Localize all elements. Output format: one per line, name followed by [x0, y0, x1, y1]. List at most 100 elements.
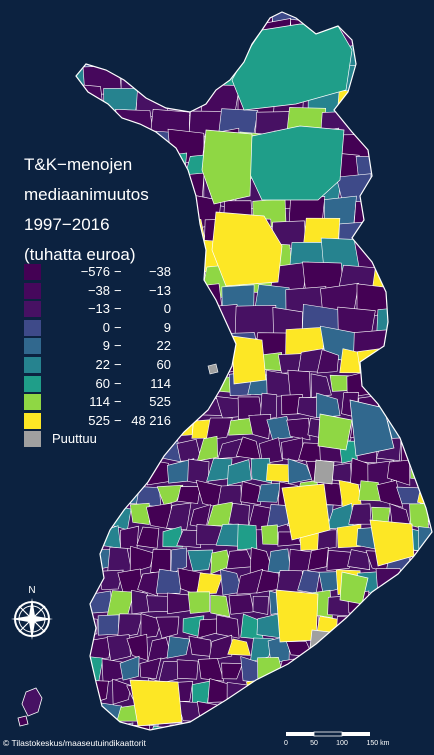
municipality-shape — [182, 283, 224, 317]
municipality-shape — [76, 524, 104, 552]
municipality-shape — [80, 572, 99, 592]
municipality-shape — [287, 369, 311, 398]
municipality-shape — [185, 21, 225, 54]
municipality-shape — [76, 526, 85, 552]
municipality-shape — [221, 662, 244, 680]
municipality-shape — [326, 549, 352, 571]
legend-high-value: −13 — [148, 282, 171, 298]
municipality-shape — [203, 12, 240, 32]
municipality-shape — [99, 438, 120, 457]
municipality-shape — [76, 484, 84, 508]
municipality-shape — [357, 704, 383, 727]
legend-swatch — [24, 282, 41, 299]
municipality-shape — [42, 395, 63, 420]
municipality-shape — [99, 12, 137, 30]
municipality-shape — [346, 634, 373, 659]
municipality-shape — [176, 529, 202, 549]
municipality-shape — [386, 590, 409, 614]
municipality-shape — [387, 459, 411, 486]
municipality-shape — [261, 524, 279, 545]
municipality-shape — [31, 48, 71, 74]
municipality-shape — [380, 352, 401, 374]
municipality-shape — [0, 22, 14, 50]
municipality-region — [317, 413, 353, 451]
municipality-shape — [120, 327, 156, 361]
municipality-shape — [420, 618, 432, 641]
municipality-shape — [117, 613, 143, 639]
municipality-shape — [371, 371, 394, 394]
municipality-shape — [166, 419, 194, 438]
municipality-shape — [97, 485, 125, 507]
legend-dash: − — [114, 301, 122, 317]
municipality-shape — [0, 463, 14, 484]
municipality-shape — [170, 12, 204, 33]
municipality-shape — [119, 392, 143, 416]
north-arrow-icon: N — [11, 585, 53, 640]
municipality-shape — [198, 658, 225, 682]
municipality-shape — [415, 435, 432, 463]
municipality-shape — [76, 592, 92, 616]
legend-swatch — [24, 394, 41, 411]
scale-label-150: 150 km — [367, 740, 390, 747]
municipality-shape — [48, 373, 70, 394]
municipality-shape — [307, 546, 329, 571]
municipality-shape — [336, 524, 362, 549]
municipality-shape — [18, 526, 42, 549]
municipality-shape — [430, 683, 432, 704]
municipality-shape — [120, 525, 139, 550]
municipality-shape — [321, 751, 342, 755]
municipality-shape — [205, 722, 231, 730]
municipality-shape — [31, 89, 66, 117]
municipality-shape — [388, 20, 426, 52]
municipality-shape — [229, 727, 250, 730]
municipality-shape — [0, 751, 24, 755]
municipality-shape — [330, 678, 354, 703]
municipality-shape — [278, 700, 305, 728]
municipality-shape — [416, 573, 432, 595]
municipality-shape — [39, 656, 59, 679]
legend-low-value: −576 — [80, 264, 110, 279]
municipality-shape — [406, 414, 431, 440]
municipality-shape — [191, 723, 211, 730]
municipality-shape — [237, 524, 258, 551]
municipality-shape — [266, 415, 293, 440]
municipality-shape — [410, 461, 430, 480]
municipality-shape — [390, 681, 411, 704]
municipality-shape — [376, 702, 403, 725]
municipality-shape — [150, 61, 187, 96]
municipality-shape — [417, 657, 432, 684]
municipality-shape — [268, 679, 292, 702]
municipality-shape — [106, 459, 128, 486]
municipality-shape — [243, 747, 259, 755]
legend-swatch — [24, 319, 41, 336]
municipality-shape — [421, 18, 432, 55]
municipality-shape — [387, 634, 410, 662]
municipality-region — [201, 129, 253, 205]
municipality-shape — [169, 261, 204, 296]
municipality-shape — [422, 109, 432, 141]
municipality-shape — [408, 725, 432, 730]
title-line: T&K−menojen — [24, 155, 133, 174]
municipality-shape — [347, 549, 371, 571]
municipality-shape — [162, 526, 184, 548]
municipality-shape — [167, 592, 192, 615]
municipality-shape — [387, 62, 427, 97]
legend-high-value: 0 — [163, 301, 171, 317]
aland-islands — [21, 687, 43, 717]
municipality-shape — [196, 572, 223, 595]
municipality-shape — [178, 349, 204, 375]
municipality-shape — [403, 262, 432, 293]
municipality-shape — [196, 701, 224, 726]
municipality-shape — [421, 744, 434, 755]
scale-label-100: 100 — [336, 740, 348, 747]
municipality-shape — [47, 509, 72, 528]
municipality-shape — [356, 659, 383, 684]
municipality-shape — [0, 328, 19, 359]
municipality-shape — [205, 417, 233, 441]
municipality-shape — [374, 42, 410, 74]
municipality-shape — [155, 568, 183, 594]
legend-high-value: −38 — [148, 264, 171, 279]
legend-dash: − — [114, 412, 122, 428]
island — [17, 715, 29, 727]
municipality-shape — [116, 439, 139, 461]
